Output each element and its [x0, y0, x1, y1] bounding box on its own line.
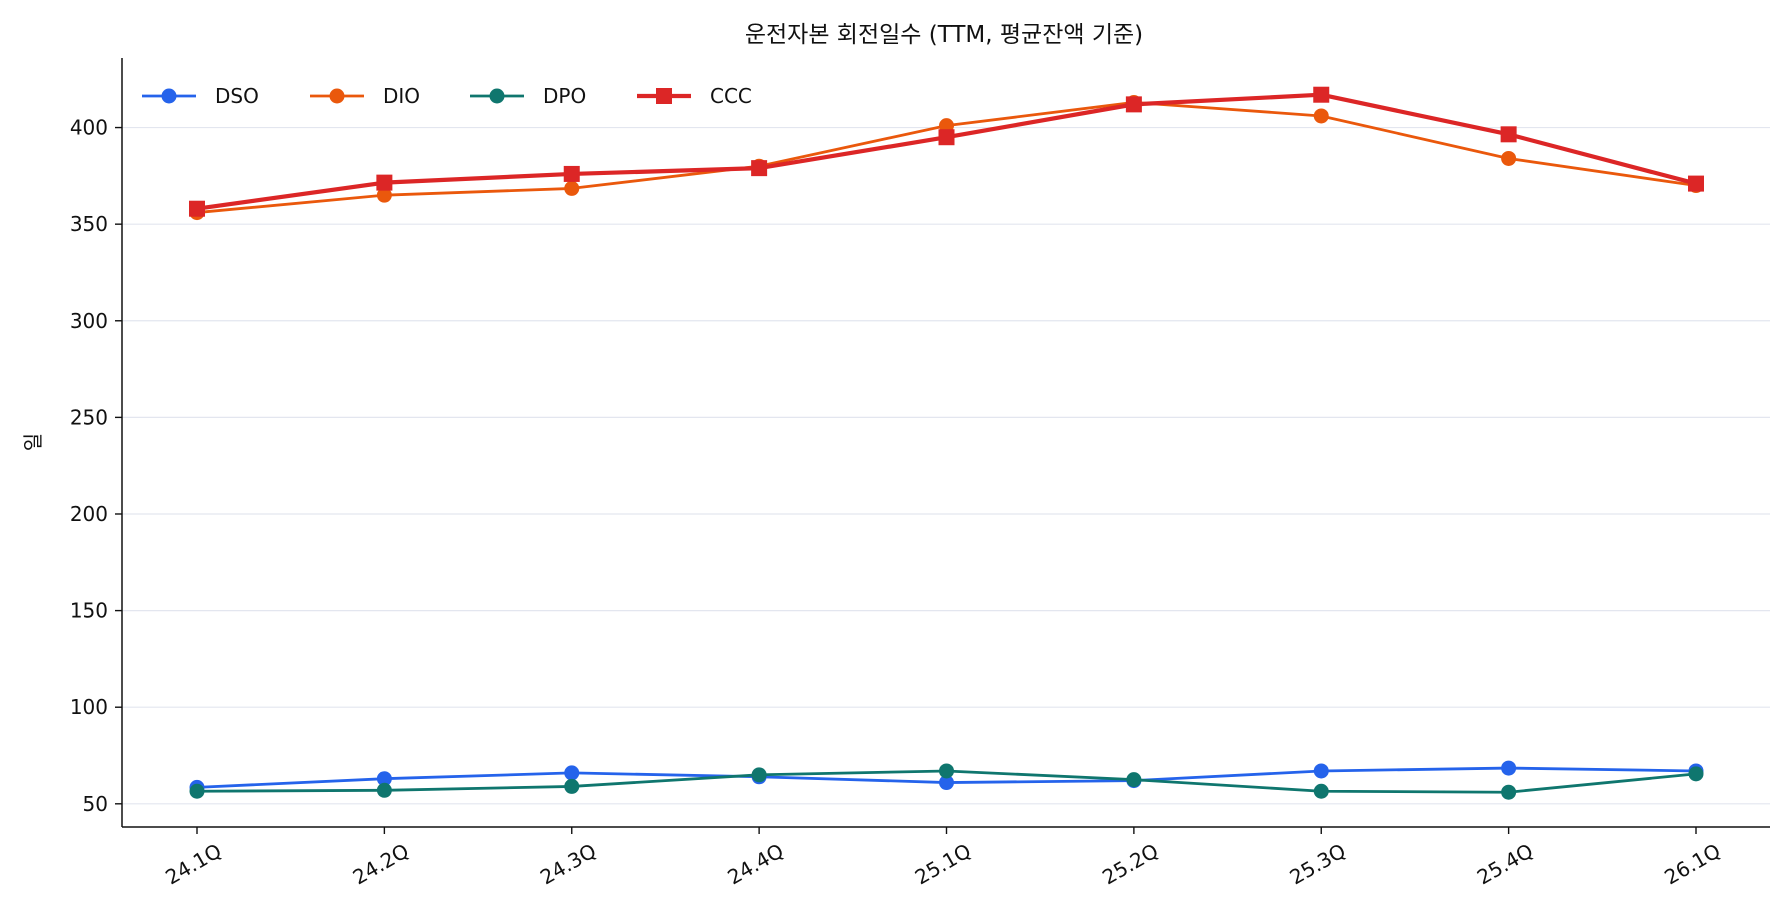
data-point-ccc — [1125, 96, 1142, 113]
x-tick-label: 25.2Q — [1098, 839, 1162, 890]
data-point-ccc — [1500, 126, 1517, 143]
series-ccc — [189, 86, 1704, 217]
y-tick-label: 250 — [70, 405, 108, 429]
y-tick-label: 300 — [70, 309, 108, 333]
legend-swatch-marker — [489, 88, 505, 104]
series-layer — [189, 86, 1704, 800]
data-point-dpo — [564, 778, 580, 794]
legend-label: DPO — [543, 84, 586, 108]
data-point-dpo — [751, 767, 767, 783]
data-point-dso — [1501, 760, 1517, 776]
data-point-ccc — [751, 160, 768, 177]
series-dpo — [189, 763, 1704, 800]
x-tick-label: 24.4Q — [723, 839, 787, 890]
data-point-ccc — [1688, 175, 1704, 192]
data-point-dpo — [1501, 784, 1517, 800]
data-point-dpo — [1126, 772, 1142, 788]
x-tick-label: 25.3Q — [1286, 839, 1350, 890]
data-point-dso — [1313, 763, 1329, 779]
data-point-dso — [376, 771, 392, 787]
legend-label: DIO — [383, 84, 420, 108]
legend-item-ccc[interactable]: CCC — [637, 84, 752, 108]
x-tick-label: 24.2Q — [349, 839, 413, 890]
data-point-ccc — [189, 200, 205, 217]
legend-label: DSO — [215, 84, 259, 108]
x-tick-label: 26.1Q — [1660, 839, 1724, 890]
data-point-dpo — [376, 782, 392, 798]
legend-item-dso[interactable]: DSO — [142, 84, 259, 108]
data-point-dio — [564, 180, 580, 196]
y-tick-label: 100 — [70, 695, 108, 719]
chart-title: 운전자본 회전일수 (TTM, 평균잔액 기준) — [745, 22, 1143, 48]
legend-swatch-marker — [656, 88, 672, 104]
data-point-dpo — [1688, 766, 1704, 782]
legend-swatch-marker — [161, 88, 177, 104]
y-axis-ticks: 50 100 150 200 250 300 350 400 — [70, 116, 122, 816]
data-point-dpo — [189, 783, 205, 799]
x-axis-ticks: 24.1Q 24.2Q 24.3Q 24.4Q 25.1Q 25.2Q 25.3Q 25.4Q… — [161, 827, 1725, 890]
legend[interactable]: DSO DIO DPO CCC — [142, 84, 752, 108]
y-tick-label: 350 — [70, 212, 108, 236]
x-tick-label: 25.1Q — [911, 839, 975, 890]
data-point-dio — [1313, 108, 1329, 124]
series-line-ccc — [196, 92, 1697, 211]
legend-swatch-marker — [329, 88, 345, 104]
data-point-dso — [939, 775, 954, 791]
x-tick-label: 25.4Q — [1473, 839, 1537, 890]
y-axis-label: 일 — [21, 433, 45, 451]
y-tick-label: 50 — [83, 792, 108, 816]
y-tick-label: 400 — [70, 116, 108, 140]
y-tick-label: 150 — [70, 599, 108, 623]
data-point-ccc — [376, 174, 393, 191]
data-point-dio — [376, 187, 392, 203]
legend-item-dio[interactable]: DIO — [310, 84, 420, 108]
data-point-dio — [1501, 150, 1517, 166]
x-tick-label: 24.1Q — [161, 839, 225, 890]
series-dio — [189, 94, 1704, 221]
legend-item-dpo[interactable]: DPO — [470, 84, 586, 108]
data-point-ccc — [1313, 86, 1330, 103]
grid — [122, 126, 1770, 805]
data-point-ccc — [563, 165, 580, 182]
x-tick-label: 24.3Q — [536, 839, 600, 890]
data-point-dpo — [1313, 783, 1329, 799]
data-point-dso — [564, 765, 580, 781]
data-point-ccc — [938, 129, 955, 146]
data-point-dpo — [939, 763, 954, 779]
y-tick-label: 200 — [70, 502, 108, 526]
legend-label: CCC — [710, 84, 752, 108]
